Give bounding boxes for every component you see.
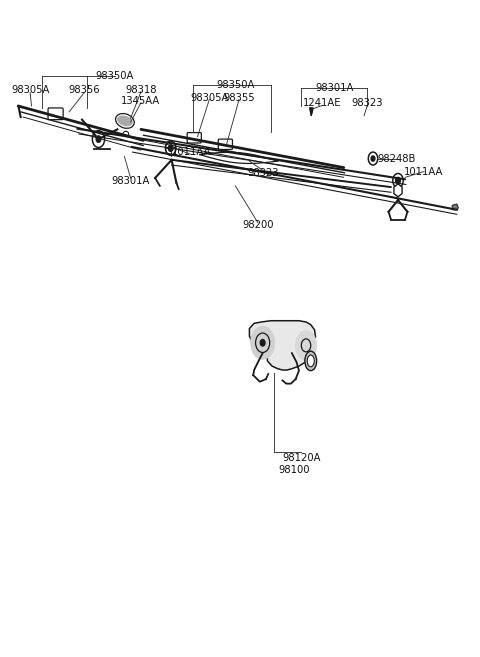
Text: 1011AA: 1011AA bbox=[172, 147, 212, 157]
Text: 98200: 98200 bbox=[242, 219, 274, 230]
Text: 1011AA: 1011AA bbox=[404, 166, 444, 177]
Text: 98120A: 98120A bbox=[282, 453, 321, 463]
Text: 98323: 98323 bbox=[351, 99, 383, 108]
Circle shape bbox=[96, 136, 101, 143]
Text: 98305A: 98305A bbox=[11, 85, 49, 95]
Circle shape bbox=[371, 156, 375, 161]
Circle shape bbox=[260, 340, 265, 346]
Text: 98350A: 98350A bbox=[216, 80, 254, 90]
Text: 98248B: 98248B bbox=[377, 154, 416, 164]
Text: 98301A: 98301A bbox=[111, 175, 150, 186]
Text: 98301A: 98301A bbox=[315, 83, 354, 93]
Circle shape bbox=[168, 145, 173, 151]
Text: 98350A: 98350A bbox=[96, 70, 134, 81]
Polygon shape bbox=[394, 184, 402, 197]
Polygon shape bbox=[310, 108, 313, 116]
Circle shape bbox=[251, 327, 275, 359]
Polygon shape bbox=[452, 204, 458, 210]
Circle shape bbox=[296, 331, 316, 359]
Text: 98318: 98318 bbox=[125, 85, 156, 95]
Ellipse shape bbox=[307, 355, 314, 367]
Ellipse shape bbox=[123, 131, 129, 137]
Text: 98355: 98355 bbox=[223, 93, 255, 102]
Circle shape bbox=[396, 177, 400, 184]
Polygon shape bbox=[250, 321, 315, 370]
Text: 98356: 98356 bbox=[69, 85, 100, 95]
Ellipse shape bbox=[116, 114, 134, 128]
Ellipse shape bbox=[117, 116, 133, 126]
Text: 1241AE: 1241AE bbox=[303, 99, 342, 108]
Text: 98323: 98323 bbox=[248, 168, 279, 178]
Text: 98305A: 98305A bbox=[190, 93, 228, 102]
Ellipse shape bbox=[305, 351, 317, 371]
Text: 98100: 98100 bbox=[278, 465, 310, 475]
FancyBboxPatch shape bbox=[187, 133, 201, 143]
FancyBboxPatch shape bbox=[218, 139, 232, 150]
FancyBboxPatch shape bbox=[48, 108, 63, 120]
Text: 1345AA: 1345AA bbox=[121, 97, 161, 106]
